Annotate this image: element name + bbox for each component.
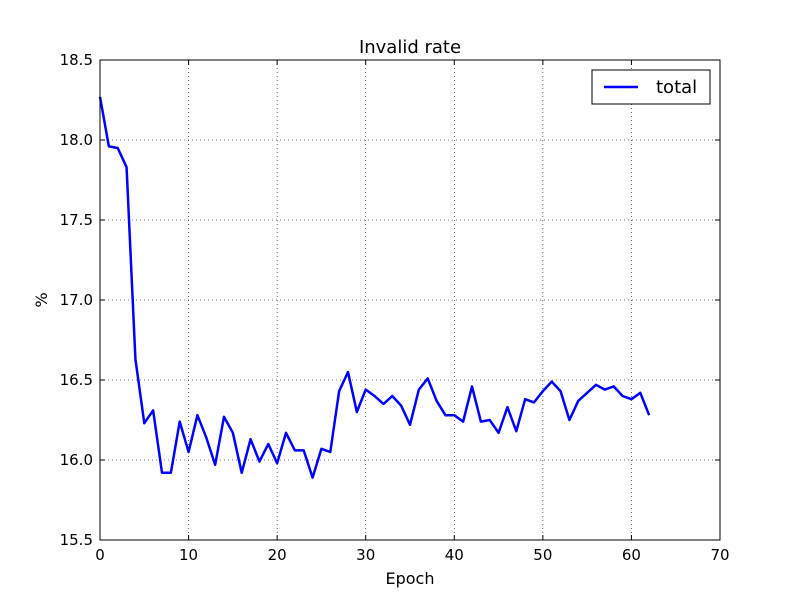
x-tick-label: 0	[95, 546, 105, 564]
series-layer	[98, 96, 651, 479]
y-tick-label: 16.0	[60, 451, 93, 469]
y-tick-label: 18.0	[60, 131, 93, 149]
series-line-total	[98, 96, 651, 479]
grid-lines	[100, 60, 720, 540]
chart-title: Invalid rate	[359, 37, 461, 58]
x-tick-labels: 0 10 20 30 40 50 60 70	[95, 546, 729, 564]
x-tick-label: 50	[533, 546, 552, 564]
y-tick-label: 15.5	[60, 531, 93, 549]
x-axis-label: Epoch	[386, 569, 435, 588]
x-tick-label: 40	[445, 546, 464, 564]
y-tick-label: 17.0	[60, 291, 93, 309]
y-tick-label: 16.5	[60, 371, 93, 389]
x-tick-label: 20	[268, 546, 287, 564]
x-tick-label: 30	[356, 546, 375, 564]
legend: total	[591, 69, 711, 105]
x-tick-label: 70	[710, 546, 729, 564]
x-tick-label: 60	[622, 546, 641, 564]
y-tick-label: 18.5	[60, 51, 93, 69]
y-axis-label: %	[32, 292, 51, 307]
legend-label-total: total	[656, 77, 697, 98]
y-tick-labels: 15.5 16.0 16.5 17.0 17.5 18.0 18.5	[60, 51, 93, 549]
y-tick-label: 17.5	[60, 211, 93, 229]
axis-ticks	[99, 59, 721, 541]
x-tick-label: 10	[179, 546, 198, 564]
